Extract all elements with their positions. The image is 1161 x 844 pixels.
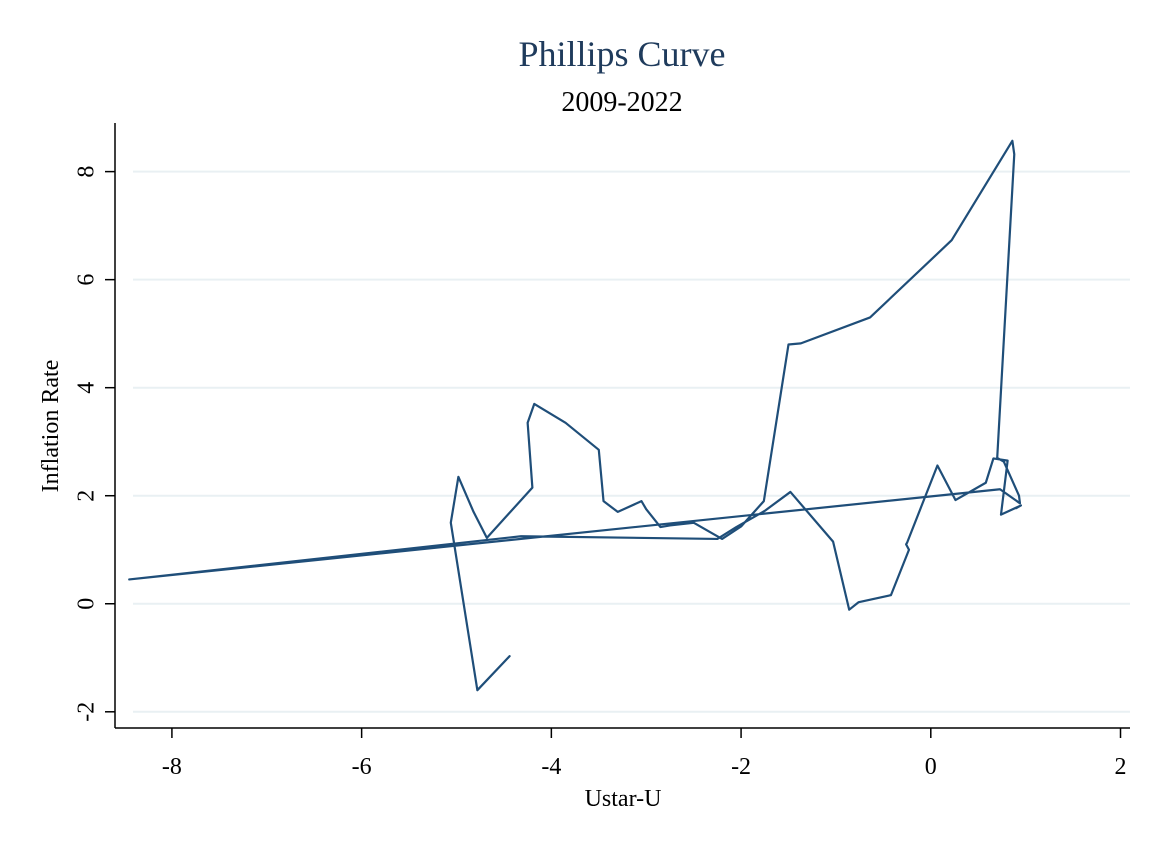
y-tick-label: 8 xyxy=(74,166,100,178)
y-tick-label: 2 xyxy=(74,490,100,502)
y-axis-label: Inflation Rate xyxy=(38,360,64,493)
grid-layer xyxy=(133,170,1130,713)
x-tick-label: -4 xyxy=(541,754,561,780)
x-tick-label: 0 xyxy=(925,754,937,780)
y-tick-label: -2 xyxy=(74,702,100,722)
chart-title: Phillips Curve xyxy=(518,34,725,74)
x-axis-label: Ustar-U xyxy=(585,786,662,812)
x-tick-layer: -8 -6 -4 -2 0 2 xyxy=(162,728,1127,780)
y-tick-layer: -2 0 2 4 6 8 xyxy=(74,166,115,722)
series-layer xyxy=(128,139,1023,692)
y-tick-label: 6 xyxy=(74,274,100,286)
x-tick-label: 2 xyxy=(1115,754,1127,780)
series-line xyxy=(128,139,1023,692)
y-tick-label: 0 xyxy=(74,598,100,610)
y-tick-label: 4 xyxy=(74,382,100,394)
x-tick-label: -6 xyxy=(352,754,372,780)
x-tick-label: -2 xyxy=(731,754,751,780)
x-tick-label: -8 xyxy=(162,754,182,780)
chart-subtitle: 2009-2022 xyxy=(561,87,682,118)
